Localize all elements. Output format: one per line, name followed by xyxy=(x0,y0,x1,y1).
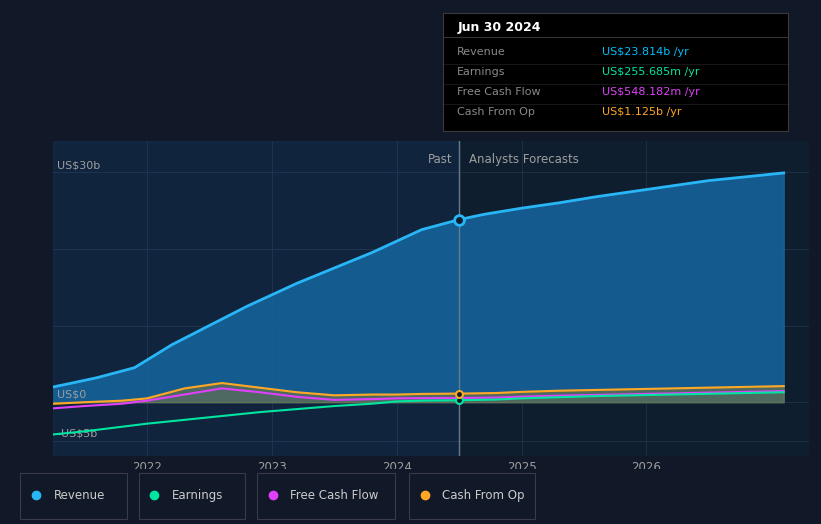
Text: -US$5b: -US$5b xyxy=(57,428,98,438)
Text: Revenue: Revenue xyxy=(53,489,105,501)
Text: Cash From Op: Cash From Op xyxy=(457,107,535,117)
Text: US$255.685m /yr: US$255.685m /yr xyxy=(602,67,699,77)
Text: US$0: US$0 xyxy=(57,390,86,400)
Text: US$30b: US$30b xyxy=(57,161,100,171)
Text: Earnings: Earnings xyxy=(172,489,223,501)
Text: Analysts Forecasts: Analysts Forecasts xyxy=(469,153,579,166)
FancyBboxPatch shape xyxy=(409,473,535,519)
FancyBboxPatch shape xyxy=(257,473,395,519)
Bar xyxy=(53,141,459,456)
FancyBboxPatch shape xyxy=(139,473,245,519)
Text: Cash From Op: Cash From Op xyxy=(442,489,525,501)
Text: Earnings: Earnings xyxy=(457,67,506,77)
Text: Past: Past xyxy=(429,153,453,166)
Text: US$23.814b /yr: US$23.814b /yr xyxy=(602,47,689,57)
Text: US$548.182m /yr: US$548.182m /yr xyxy=(602,87,699,97)
Text: Free Cash Flow: Free Cash Flow xyxy=(290,489,378,501)
Text: Free Cash Flow: Free Cash Flow xyxy=(457,87,541,97)
Text: Revenue: Revenue xyxy=(457,47,506,57)
FancyBboxPatch shape xyxy=(21,473,126,519)
Text: US$1.125b /yr: US$1.125b /yr xyxy=(602,107,681,117)
Text: Jun 30 2024: Jun 30 2024 xyxy=(457,21,541,35)
